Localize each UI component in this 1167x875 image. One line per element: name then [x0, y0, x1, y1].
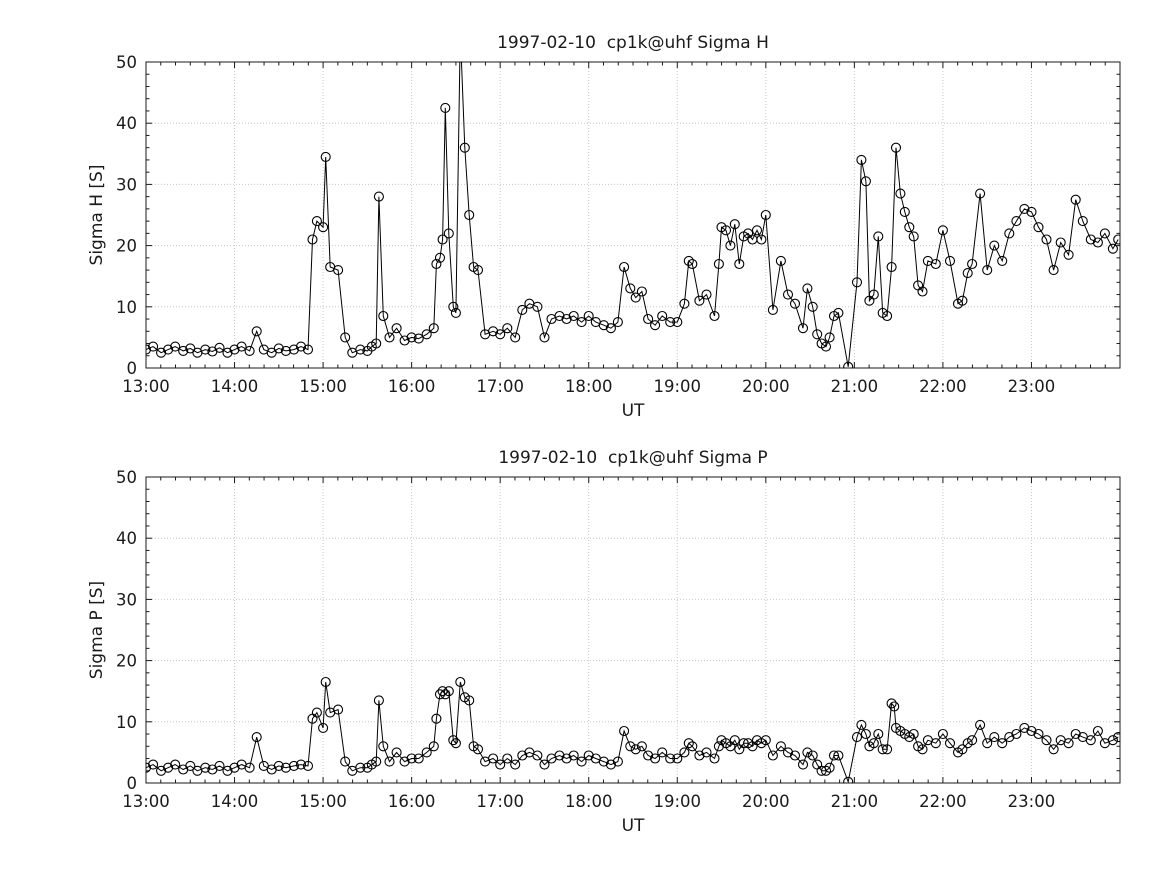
- y-tick-label: 10: [116, 298, 137, 317]
- axis-ticks: [145, 61, 1121, 369]
- x-tick-label: 22:00: [919, 377, 967, 396]
- x-tick-label: 17:00: [476, 377, 524, 396]
- axes-box: [145, 61, 1121, 369]
- x-tick-label: 15:00: [299, 792, 347, 811]
- y-tick-label: 20: [116, 652, 137, 671]
- y-tick-label: 40: [116, 114, 137, 133]
- x-tick-label: 19:00: [653, 792, 701, 811]
- sigma-h-xlabel: UT: [621, 401, 645, 421]
- sigma-h-panel: 13:00 14:00 15:00 16:00 17:00 18:00 19:00 20:00…: [116, 53, 1121, 396]
- y-tick-label: 0: [127, 774, 138, 793]
- x-tick-label: 16:00: [388, 792, 436, 811]
- grid-lines: [146, 62, 1120, 368]
- x-tick-label: 20:00: [742, 792, 790, 811]
- axes-box: [145, 476, 1121, 784]
- tick-labels: 13:00 14:00 15:00 16:00 17:00 18:00 19:00 20:00…: [116, 468, 1055, 811]
- x-tick-label: 22:00: [919, 792, 967, 811]
- x-tick-label: 13:00: [122, 792, 170, 811]
- x-tick-label: 15:00: [299, 377, 347, 396]
- y-tick-label: 30: [116, 590, 137, 609]
- y-tick-label: 0: [127, 359, 138, 378]
- y-tick-label: 50: [116, 53, 137, 72]
- x-tick-label: 17:00: [476, 792, 524, 811]
- x-tick-label: 14:00: [211, 377, 259, 396]
- grid-lines: [146, 477, 1120, 783]
- x-tick-label: 14:00: [211, 792, 259, 811]
- x-tick-label: 18:00: [565, 792, 613, 811]
- sigma-p-xlabel: UT: [621, 816, 645, 836]
- y-tick-label: 20: [116, 237, 137, 256]
- x-tick-label: 19:00: [653, 377, 701, 396]
- sigma-h-ylabel: Sigma H [S]: [87, 164, 107, 266]
- y-tick-label: 40: [116, 529, 137, 548]
- x-tick-label: 21:00: [831, 377, 879, 396]
- series-sigma-h: [145, 61, 1121, 369]
- x-tick-label: 18:00: [565, 377, 613, 396]
- x-tick-label: 21:00: [831, 792, 879, 811]
- sigma-p-ylabel: Sigma P [S]: [87, 580, 107, 680]
- tick-labels: 13:00 14:00 15:00 16:00 17:00 18:00 19:00 20:00…: [116, 53, 1055, 396]
- x-tick-label: 13:00: [122, 377, 170, 396]
- x-tick-label: 20:00: [742, 377, 790, 396]
- sigma-h-title: 1997-02-10 cp1k@uhf Sigma H: [497, 33, 769, 53]
- axis-ticks: [145, 476, 1121, 784]
- y-tick-label: 50: [116, 468, 137, 487]
- x-tick-label: 23:00: [1008, 377, 1056, 396]
- x-tick-label: 16:00: [388, 377, 436, 396]
- x-tick-label: 23:00: [1008, 792, 1056, 811]
- series-sigma-p: [145, 676, 1121, 784]
- y-tick-label: 10: [116, 713, 137, 732]
- sigma-p-title: 1997-02-10 cp1k@uhf Sigma P: [498, 448, 768, 468]
- y-tick-label: 30: [116, 175, 137, 194]
- sigma-p-panel: 13:00 14:00 15:00 16:00 17:00 18:00 19:00 20:00…: [116, 468, 1121, 811]
